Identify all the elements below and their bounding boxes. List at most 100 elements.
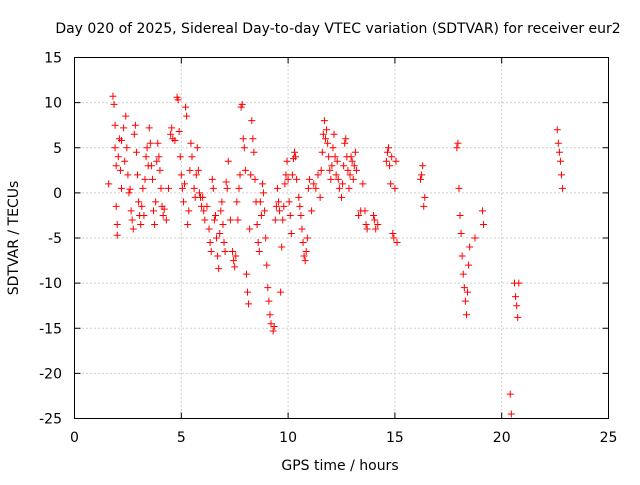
data-point — [265, 297, 273, 305]
data-point — [192, 171, 200, 179]
data-point — [276, 207, 284, 215]
data-point — [269, 327, 277, 335]
data-point — [392, 157, 400, 165]
data-point — [109, 92, 117, 100]
data-point — [221, 248, 229, 256]
data-point — [332, 171, 340, 179]
data-point — [209, 184, 217, 192]
data-point — [466, 243, 474, 251]
data-point — [123, 144, 131, 152]
data-point — [128, 216, 136, 224]
data-point — [111, 121, 119, 129]
data-point — [134, 171, 142, 179]
data-point — [299, 239, 307, 247]
data-point — [324, 139, 332, 147]
data-point — [147, 162, 155, 170]
data-point — [453, 144, 461, 152]
data-point — [176, 153, 184, 161]
x-axis-label: GPS time / hours — [281, 458, 398, 474]
data-point — [236, 171, 244, 179]
data-point — [146, 139, 154, 147]
data-point — [121, 157, 129, 165]
data-point — [480, 220, 488, 228]
data-point — [329, 144, 337, 152]
data-point — [318, 148, 326, 156]
data-point — [187, 139, 195, 147]
data-point — [330, 130, 338, 138]
data-points — [105, 92, 567, 418]
gridlines — [74, 57, 609, 419]
data-point — [457, 229, 465, 237]
data-point — [248, 117, 256, 125]
data-point — [210, 216, 218, 224]
data-point — [352, 166, 360, 174]
data-point — [125, 189, 133, 197]
data-point — [465, 261, 473, 269]
data-point — [207, 248, 215, 256]
data-point — [215, 265, 223, 273]
data-point — [188, 153, 196, 161]
data-point — [272, 202, 280, 210]
data-point — [312, 184, 320, 192]
data-point — [393, 239, 401, 247]
data-point — [113, 231, 121, 239]
data-point — [386, 162, 394, 170]
data-point — [200, 207, 208, 215]
data-point — [454, 139, 462, 147]
data-point — [302, 248, 310, 256]
data-point — [232, 252, 240, 260]
y-tick-label: 15 — [44, 51, 62, 67]
data-point — [183, 112, 191, 120]
data-point — [153, 157, 161, 165]
data-point — [391, 184, 399, 192]
data-point — [222, 178, 230, 186]
data-point — [361, 207, 369, 215]
data-point — [273, 184, 281, 192]
data-point — [224, 157, 232, 165]
data-point — [384, 144, 392, 152]
x-tick-label: 0 — [70, 430, 79, 446]
data-point — [177, 171, 185, 179]
data-point — [349, 175, 357, 183]
data-point — [338, 193, 345, 201]
data-point — [296, 202, 304, 210]
data-point — [284, 175, 292, 183]
data-point — [553, 126, 561, 134]
data-point — [234, 216, 242, 224]
data-point — [355, 211, 363, 219]
data-point — [244, 288, 252, 296]
data-point — [239, 135, 247, 143]
y-tick-label: 10 — [44, 96, 62, 112]
y-tick-label: 5 — [53, 141, 62, 157]
data-point — [137, 220, 145, 228]
data-point — [179, 198, 187, 206]
data-point — [421, 193, 429, 201]
data-point — [270, 322, 278, 330]
data-point — [132, 148, 140, 156]
data-point — [388, 153, 396, 161]
data-point — [138, 202, 146, 210]
data-point — [460, 284, 468, 292]
data-point — [164, 184, 172, 192]
data-point — [156, 166, 164, 174]
data-point — [208, 175, 216, 183]
data-point — [326, 166, 334, 174]
data-point — [279, 216, 287, 224]
data-point — [507, 410, 515, 418]
data-point — [372, 225, 380, 233]
data-point — [255, 248, 263, 256]
data-point — [556, 157, 564, 165]
data-point — [140, 211, 148, 219]
data-point — [286, 211, 294, 219]
data-point — [419, 162, 427, 170]
data-point — [159, 211, 167, 219]
data-point — [157, 184, 165, 192]
data-point — [305, 175, 313, 183]
data-point — [195, 189, 203, 197]
data-point — [181, 180, 189, 188]
data-point — [105, 180, 113, 188]
data-point — [328, 162, 336, 170]
data-point — [186, 166, 194, 174]
data-point — [287, 229, 295, 237]
data-point — [461, 297, 469, 305]
